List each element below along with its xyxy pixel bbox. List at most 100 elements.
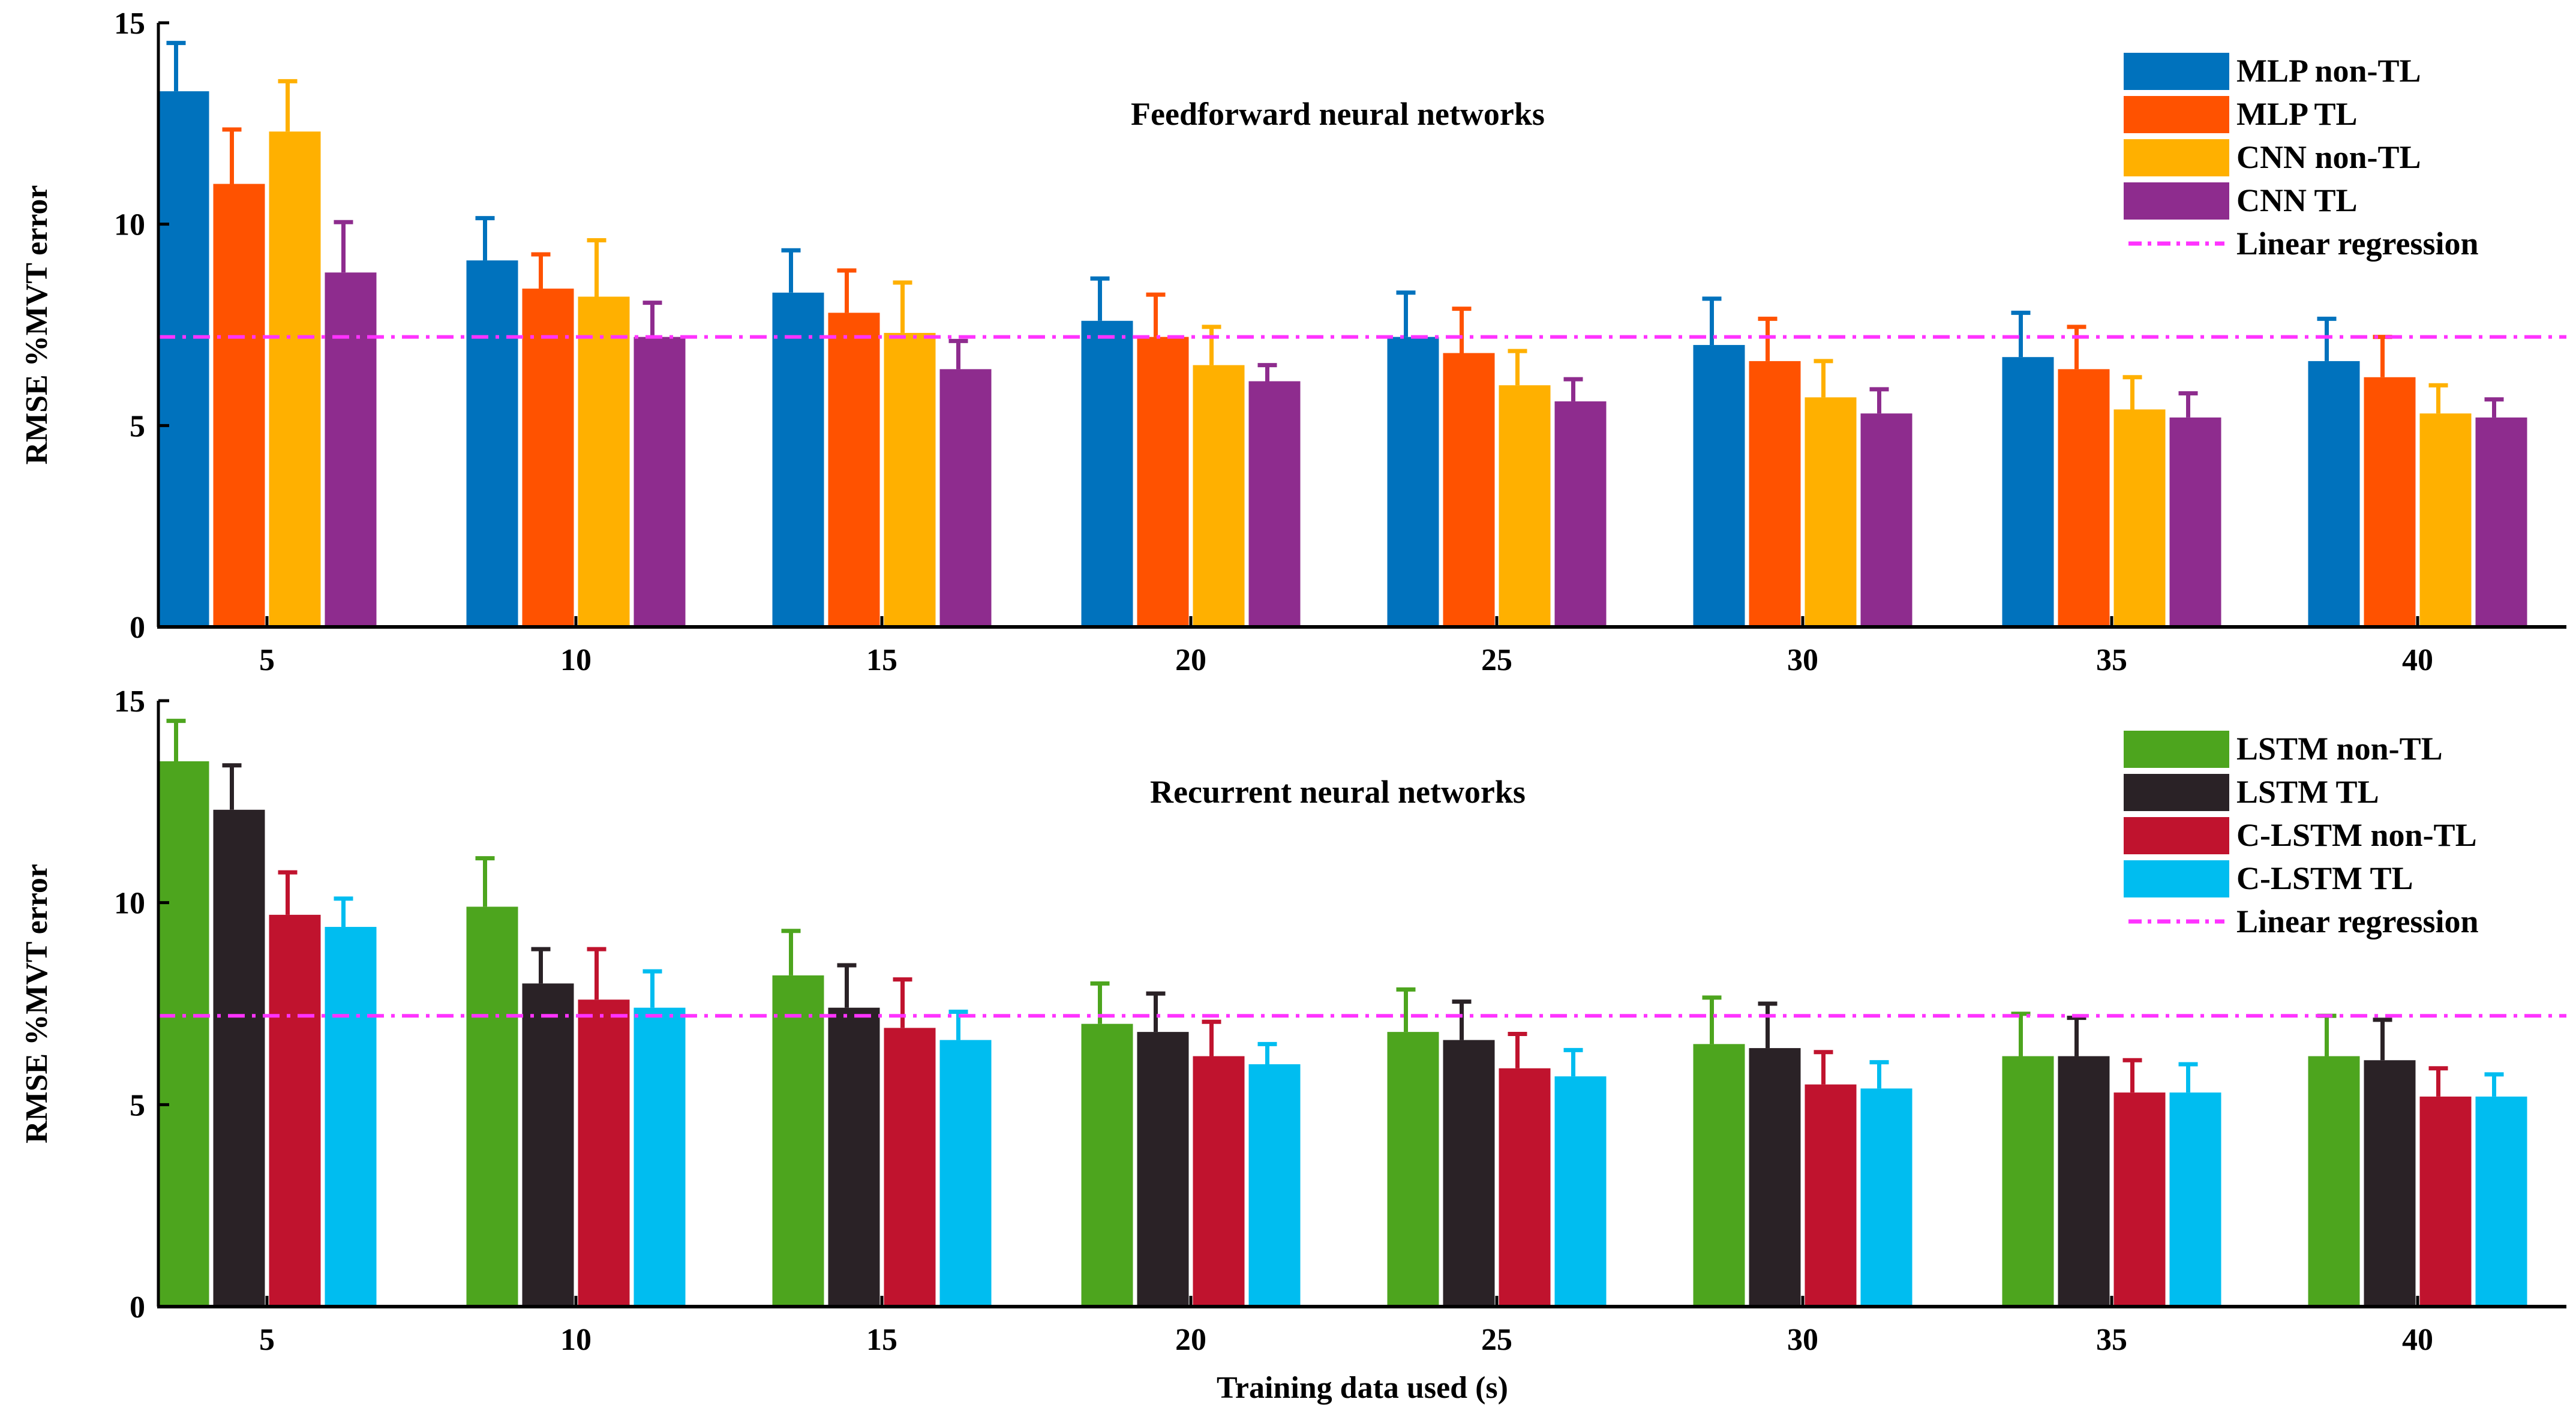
x-tick-label: 15 (866, 643, 897, 677)
y-tick-label: 10 (114, 887, 145, 921)
bar (1443, 353, 1495, 627)
y-tick-label: 5 (130, 1088, 145, 1122)
bar (1693, 345, 1745, 627)
series-lstm-non-tl (157, 719, 2360, 1307)
bar (1693, 1044, 1745, 1307)
bar (2364, 1060, 2416, 1307)
bar (884, 332, 936, 627)
series-mlp-non-tl (157, 41, 2360, 628)
bar (939, 1040, 992, 1307)
bar (2002, 1056, 2054, 1307)
bar (1193, 1056, 1245, 1307)
bar (269, 914, 321, 1307)
legend-label: C-LSTM TL (2236, 860, 2413, 896)
bar (1499, 385, 1551, 627)
bar (2113, 1092, 2166, 1307)
legend-swatch (2124, 817, 2229, 854)
bar (884, 1028, 936, 1307)
bar (2308, 361, 2360, 627)
bar (325, 927, 377, 1307)
bar (1248, 1064, 1301, 1307)
x-tick-label: 20 (1175, 643, 1206, 677)
y-tick-label: 10 (114, 208, 145, 242)
y-tick-label: 15 (114, 685, 145, 719)
legend-swatch (2124, 96, 2229, 133)
bar (772, 975, 824, 1307)
bar (1805, 397, 1857, 627)
legend-label: LSTM TL (2236, 774, 2379, 810)
x-tick-label: 35 (2096, 1323, 2127, 1357)
bar (578, 296, 630, 627)
legend-label: CNN TL (2236, 182, 2358, 218)
bar (213, 809, 265, 1307)
bar (578, 999, 630, 1307)
bar (466, 260, 518, 627)
series-lstm-tl (213, 763, 2416, 1307)
panel-feedforward: 0 5 10 15 5 10 15 20 25 30 35 40 RMSE %MVT error Feed… (20, 7, 2566, 677)
panel-title: Recurrent neural networks (1150, 774, 1526, 810)
x-tick-label: 35 (2096, 643, 2127, 677)
x-tick-label: 30 (1787, 1323, 1818, 1357)
bar (466, 906, 518, 1307)
y-tick-label: 0 (130, 1290, 145, 1325)
series-cnn-non-tl (269, 79, 2472, 627)
bar (325, 272, 377, 627)
series-mlp-tl (213, 127, 2416, 628)
x-tick-label: 10 (560, 1323, 592, 1357)
bar (1554, 401, 1607, 627)
bar (2475, 1096, 2527, 1307)
bar (1137, 337, 1189, 627)
bar (2002, 357, 2054, 627)
bar (828, 1007, 880, 1307)
bar (1499, 1068, 1551, 1307)
y-tick-label: 15 (114, 7, 145, 41)
legend-label: MLP non-TL (2236, 53, 2421, 89)
panel-recurrent: 0 5 10 15 5 10 15 20 25 30 35 40 RMSE %MVT error Recu… (20, 685, 2566, 1405)
bar (522, 983, 574, 1307)
x-axis-title: Training data used (s) (1217, 1371, 1508, 1405)
y-axis-title: RMSE %MVT error (20, 864, 54, 1143)
legend-swatch (2124, 182, 2229, 220)
x-tick-label: 20 (1175, 1323, 1206, 1357)
x-tick-label: 25 (1481, 643, 1512, 677)
series-c-lstm-non-tl (269, 870, 2472, 1307)
legend-label: Linear regression (2236, 226, 2479, 262)
bar (2058, 369, 2110, 627)
legend-label: MLP TL (2236, 96, 2358, 132)
y-axis-title: RMSE %MVT error (20, 185, 54, 465)
series-c-lstm-tl (325, 896, 2527, 1307)
bar (2364, 377, 2416, 627)
bar (2419, 413, 2472, 627)
bar (1749, 361, 1801, 627)
bar (634, 337, 686, 627)
bar (1081, 320, 1133, 627)
legend-label: LSTM non-TL (2236, 731, 2443, 767)
legend-swatch (2124, 731, 2229, 768)
bar (634, 1007, 686, 1307)
legend-swatch (2124, 53, 2229, 90)
legend-swatch (2124, 860, 2229, 897)
bar (2475, 417, 2527, 627)
bar (828, 313, 880, 627)
x-tick-label: 40 (2402, 1323, 2433, 1357)
bar (2169, 417, 2221, 627)
bar (2058, 1056, 2110, 1307)
bar (1860, 1088, 1913, 1307)
bar (2169, 1092, 2221, 1307)
y-tick-label: 5 (130, 409, 145, 443)
legend-label: Linear regression (2236, 903, 2479, 939)
bar (269, 131, 321, 627)
bar (1443, 1040, 1495, 1307)
bar (1860, 413, 1913, 627)
legend: MLP non-TL MLP TL CNN non-TL CNN TL Linear r… (2124, 53, 2479, 262)
x-tick-label: 5 (259, 1323, 275, 1357)
bar (1387, 1032, 1439, 1307)
bar (157, 91, 209, 628)
bar (939, 369, 992, 627)
x-tick-label: 5 (259, 643, 275, 677)
legend-label: C-LSTM non-TL (2236, 817, 2477, 853)
bar (157, 761, 209, 1307)
panel-title: Feedforward neural networks (1131, 96, 1545, 132)
bar (1137, 1032, 1189, 1307)
